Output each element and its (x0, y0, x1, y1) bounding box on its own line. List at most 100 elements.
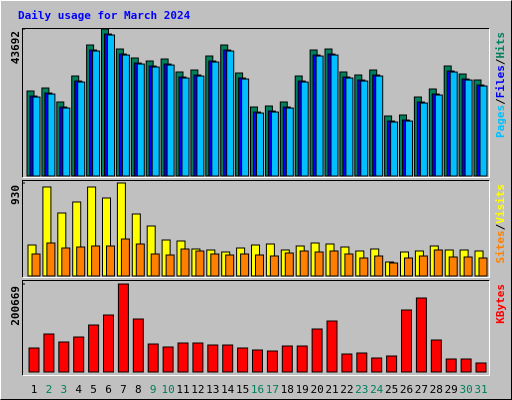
bar (281, 345, 293, 373)
bar (196, 75, 205, 177)
bar (404, 257, 413, 277)
x-tick-label: 26 (400, 383, 413, 396)
bar (77, 81, 86, 177)
bar (464, 79, 473, 177)
bar (463, 256, 473, 277)
legend-separator: / (494, 98, 507, 105)
bar (300, 81, 309, 177)
bar (32, 96, 41, 177)
bar (296, 345, 308, 373)
bar (192, 342, 204, 373)
x-tick-label: 9 (150, 383, 157, 396)
bar (345, 77, 354, 177)
legend-entry: Pages (494, 105, 507, 138)
bar (390, 121, 399, 177)
x-tick-label: 22 (340, 383, 353, 396)
x-tick-label: 28 (430, 383, 443, 396)
bar (135, 243, 145, 277)
bar (314, 251, 324, 277)
bar (211, 61, 220, 177)
y-max-label: 930 (9, 185, 22, 205)
x-tick-label: 12 (191, 383, 204, 396)
panel-border-light (22, 180, 490, 278)
x-tick-label: 5 (90, 383, 97, 396)
bar (61, 247, 71, 277)
bar (255, 254, 264, 277)
x-tick-label: 24 (370, 383, 384, 396)
x-tick-label: 10 (161, 383, 174, 396)
bar (419, 102, 428, 177)
x-tick-label: 3 (60, 383, 67, 396)
x-tick-label: 18 (281, 383, 294, 396)
x-tick-label: 30 (459, 383, 472, 396)
bar (284, 252, 294, 277)
bar (132, 318, 144, 373)
bar (117, 283, 129, 373)
bar (266, 350, 278, 373)
bar (434, 94, 443, 177)
bar (330, 54, 339, 177)
bar (106, 245, 115, 277)
bar (92, 50, 101, 177)
x-tick-label: 7 (120, 383, 127, 396)
legend-separator: / (494, 223, 507, 230)
bar (389, 262, 399, 277)
x-tick-label: 16 (251, 383, 264, 396)
x-tick-label: 25 (385, 383, 398, 396)
y-max-label: 200669 (9, 286, 22, 326)
bar (418, 255, 428, 277)
x-tick-label: 19 (296, 383, 309, 396)
bar (162, 346, 174, 373)
bar (151, 66, 160, 177)
bar (73, 336, 85, 373)
bar (311, 328, 323, 373)
bar (256, 112, 264, 177)
bar (225, 254, 235, 277)
legend: Sites/Visits (494, 184, 507, 264)
x-tick-label: 2 (46, 383, 53, 396)
x-tick-label: 17 (266, 383, 279, 396)
bar (405, 120, 413, 177)
bar (356, 352, 368, 373)
legend: Pages/Files/Hits (494, 32, 507, 138)
bar (226, 50, 235, 177)
bar (107, 34, 115, 177)
bar (28, 347, 40, 373)
x-tick-label: 8 (135, 383, 142, 396)
bar (91, 245, 101, 277)
bar (210, 253, 220, 277)
y-max-label: 43692 (9, 31, 22, 64)
bar (315, 55, 324, 177)
legend-entry: Sites (494, 230, 507, 263)
bar (177, 342, 189, 373)
bar (181, 77, 190, 177)
bar (285, 107, 294, 177)
x-tick-label: 13 (206, 383, 219, 396)
panel-border-light (22, 280, 490, 376)
bar (479, 85, 488, 177)
panel-border-dark (22, 280, 490, 376)
bar (240, 253, 250, 277)
bar (478, 257, 488, 277)
x-tick-label: 15 (236, 383, 249, 396)
bar (46, 242, 56, 277)
bar (375, 75, 384, 177)
bar (401, 309, 412, 373)
x-tick-label: 20 (310, 383, 323, 396)
legend-separator: / (494, 58, 507, 65)
bar (47, 93, 56, 177)
bar (359, 257, 369, 277)
x-tick-label: 1 (31, 383, 38, 396)
bar (460, 358, 472, 373)
bar (341, 353, 353, 373)
bar (374, 255, 384, 277)
x-tick-label: 23 (355, 383, 368, 396)
bar (222, 344, 234, 373)
legend-entry: Hits (494, 32, 507, 59)
bar (344, 253, 354, 277)
bar (270, 111, 279, 177)
bar (329, 250, 339, 277)
bar (241, 78, 250, 177)
